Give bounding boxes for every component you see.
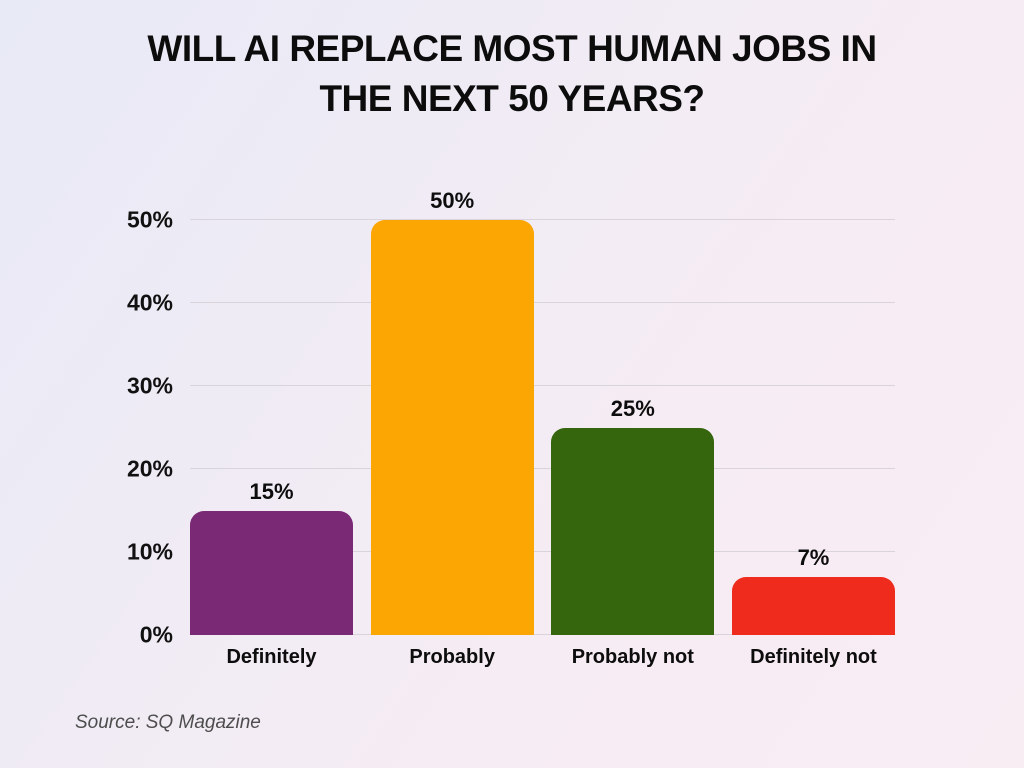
bar-value-label-definitely: 15% bbox=[249, 478, 294, 504]
bar-column-probably-not: 25% bbox=[551, 395, 715, 635]
gridline-0 bbox=[190, 633, 895, 635]
bar-definitely bbox=[190, 510, 353, 635]
chart-title-line-2: THE NEXT 50 YEARS? bbox=[319, 78, 705, 119]
gridline-30 bbox=[190, 384, 895, 386]
x-axis-label-definitely-not: Definitely not bbox=[750, 646, 877, 668]
y-tick-label-50: 50% bbox=[126, 206, 173, 233]
bar-definitely-not bbox=[731, 576, 895, 635]
x-axis-label-probably: Probably bbox=[409, 646, 495, 668]
bar-column-definitely: 15% bbox=[190, 478, 353, 635]
y-tick-label-10: 10% bbox=[126, 538, 173, 565]
bar-value-label-definitely-not: 7% bbox=[797, 544, 830, 570]
x-axis-label-definitely: Definitely bbox=[226, 646, 317, 668]
source-caption: Source: SQ Magazine bbox=[75, 712, 261, 733]
x-axis-labels-row: Definitely Probably Probably not Definitely… bbox=[190, 646, 895, 669]
chart-title-line-1: WILL AI REPLACE MOST HUMAN JOBS IN bbox=[147, 28, 877, 69]
chart-title: WILL AI REPLACE MOST HUMAN JOBS IN THE N… bbox=[0, 24, 1024, 124]
bar-value-label-probably: 50% bbox=[430, 188, 475, 213]
bar-column-probably: 50% bbox=[370, 188, 534, 635]
y-tick-label-20: 20% bbox=[126, 455, 173, 482]
bar-probably bbox=[370, 220, 534, 635]
gridline-40 bbox=[190, 301, 895, 303]
y-tick-label-30: 30% bbox=[126, 372, 173, 399]
bar-probably-not bbox=[551, 427, 715, 635]
gridline-10 bbox=[190, 550, 895, 552]
x-axis-label-probably-not: Probably not bbox=[571, 646, 694, 668]
bar-chart-plot-area: 0% 10% 20% 30% 40% 50% 15% 50% 25% 7% bbox=[127, 189, 895, 646]
bar-column-definitely-not: 7% bbox=[731, 544, 895, 635]
gridline-50 bbox=[190, 218, 895, 220]
bars-row: 15% 50% 25% 7% bbox=[190, 189, 895, 635]
y-tick-label-0: 0% bbox=[139, 621, 173, 648]
gridline-20 bbox=[190, 467, 895, 469]
y-tick-label-40: 40% bbox=[126, 289, 173, 316]
bar-value-label-probably-not: 25% bbox=[610, 395, 655, 421]
